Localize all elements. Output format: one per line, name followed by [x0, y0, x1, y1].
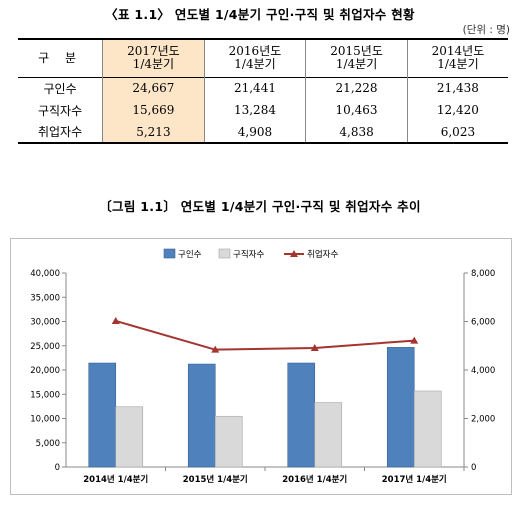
y-tick-label-left: 15,000: [30, 390, 60, 400]
y-tick-label-right: 6,000: [471, 318, 495, 328]
line-point: [211, 345, 220, 353]
chart-container: 0 5,000 10,000 15,000 20,000 25,000 30,000 35,0…: [10, 238, 512, 495]
table-title: 〈표 1.1〉 연도별 1/4분기 구인·구직 및 취업자수 현황: [105, 7, 415, 22]
bar-job-seekers: [314, 402, 343, 468]
y-tick-label-left: 20,000: [30, 366, 60, 376]
bar-job-seekers: [115, 406, 144, 468]
legend-label: 구직자수: [233, 249, 264, 260]
line-employed: [115, 319, 415, 351]
header-year-2: 2016년도 1/4분기: [203, 39, 306, 77]
y-tick-label-right: 8,000: [471, 269, 495, 279]
table-cell: 4,908: [203, 121, 306, 143]
table-cell: 21,441: [203, 77, 306, 99]
table-cell: 12,420: [406, 99, 508, 121]
line-point: [310, 343, 319, 351]
y-tick-label-right: 0: [471, 463, 476, 473]
y-tick-label-left: 35,000: [30, 293, 60, 303]
bar-job-openings: [88, 362, 117, 468]
table-cell: 15,669: [102, 99, 205, 121]
legend-label: 구인수: [178, 249, 202, 260]
table-cell: 5,213: [102, 121, 205, 143]
table-row: 구인수 24,667 21,441 21,228 21,438: [18, 77, 508, 99]
table-cell: 21,438: [406, 77, 508, 99]
chart-svg: 0 5,000 10,000 15,000 20,000 25,000 30,000 35,0…: [30, 248, 495, 485]
row-label: 구직자수: [37, 103, 83, 118]
legend-swatch-job-openings: [163, 248, 176, 259]
legend-marker: [290, 250, 298, 257]
header-year-3: 2015년도 1/4분기: [305, 39, 408, 77]
x-tick-label: 2016년 1/4분기: [282, 474, 347, 485]
y-tick-label-right: 2,000: [471, 415, 495, 425]
table-cell: 6,023: [406, 121, 508, 143]
table-cell: 4,838: [305, 121, 408, 143]
table-row: 취업자수 5,213 4,908 4,838 6,023: [18, 121, 508, 143]
x-tick-label: 2015년 1/4분기: [183, 474, 248, 485]
header-year-1: 2017년도 1/4분기: [102, 39, 205, 77]
y-tick-label-left: 5,000: [36, 439, 60, 449]
bar-job-openings: [287, 362, 316, 468]
bar-job-seekers: [413, 390, 442, 468]
line-point: [111, 316, 120, 324]
table-cell: 10,463: [305, 99, 408, 121]
data-table: 구 분 2017년도 1/4분기 2016년도 1/4분기 2015년도 1/4분기 2014…: [18, 38, 508, 144]
row-label: 취업자수: [37, 125, 83, 139]
y-tick-label-left: 0: [55, 463, 60, 473]
y-tick-label-right: 4,000: [471, 366, 495, 376]
header-label: 구 분: [38, 50, 82, 65]
row-label: 구인수: [43, 81, 77, 96]
header-year-4: 2014년도 1/4분기: [406, 39, 508, 77]
table-cell: 21,228: [305, 77, 408, 99]
table-header-row: 구 분 2017년도 1/4분기 2016년도 1/4분기 2015년도 1/4분기 2014…: [18, 39, 508, 77]
x-tick-label: 2014년 1/4분기: [83, 474, 148, 485]
table-cell: 24,667: [102, 77, 205, 99]
table-unit: (단위 : 명): [462, 24, 510, 36]
legend-label: 취업자수: [307, 250, 338, 260]
bar-job-seekers: [214, 415, 243, 468]
y-tick-label-left: 25,000: [30, 342, 60, 352]
y-tick-label-left: 30,000: [30, 318, 60, 328]
legend-swatch-job-seekers: [218, 248, 231, 259]
y-tick-label-left: 40,000: [30, 269, 60, 279]
x-tick-label: 2017년 1/4분기: [382, 474, 447, 485]
table-cell: 13,284: [203, 99, 306, 121]
bar-job-openings: [187, 363, 216, 468]
y-tick-label-left: 10,000: [30, 415, 60, 425]
bar-job-openings: [386, 347, 415, 468]
table-row: 구직자수 15,669 13,284 10,463 12,420: [18, 99, 508, 121]
line-point: [410, 336, 419, 344]
figure-title: 〔그림 1.1〕 연도별 1/4분기 구인·구직 및 취업자수 추이: [99, 199, 421, 214]
